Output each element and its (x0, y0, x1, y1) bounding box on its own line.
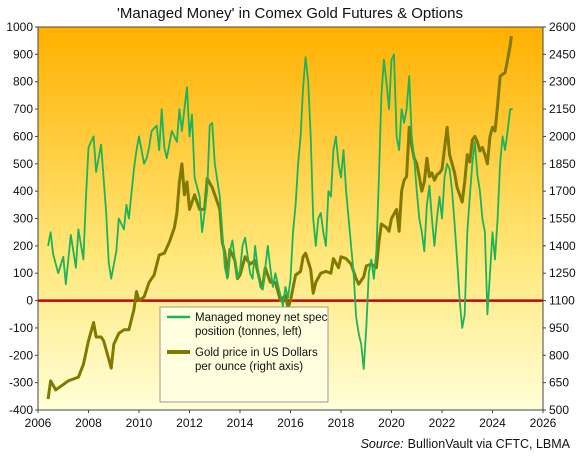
source-text: BullionVault via CFTC, LBMA (408, 437, 571, 451)
right-tick-label: 950 (549, 321, 569, 335)
legend-label-gold-price-line2: per ounce (right axis) (195, 361, 303, 373)
right-tick-label: 2300 (549, 75, 576, 89)
legend: Managed money net spec position (tonnes,… (159, 306, 329, 403)
right-tick-label: 1100 (549, 294, 575, 308)
chart-title: 'Managed Money' in Comex Gold Futures & … (117, 5, 463, 22)
x-tick-label: 2006 (25, 416, 52, 430)
right-tick-label: 800 (549, 348, 569, 362)
series-layer (46, 35, 513, 400)
right-tick-label: 2150 (549, 102, 576, 116)
right-tick-label: 500 (549, 403, 569, 417)
right-tick-label: 2450 (549, 47, 576, 61)
x-tick-label: 2012 (176, 416, 203, 430)
left-tick-label: 0 (26, 294, 33, 308)
left-tick-label: 700 (13, 102, 33, 116)
x-tick-label: 2018 (328, 416, 355, 430)
right-tick-label: 2000 (549, 129, 576, 143)
x-tick-label: 2014 (227, 416, 254, 430)
right-tick-label: 1700 (549, 184, 576, 198)
right-tick-label: 2600 (549, 20, 576, 34)
right-y-axis: 2600 2450 2300 2150 2000 1850 1700 1550 1400 1250… (543, 20, 576, 417)
left-tick-label: 400 (13, 184, 33, 198)
left-y-axis: 10009008007006005004003002001000-100-200… (6, 20, 38, 417)
legend-box (159, 306, 329, 403)
right-tick-label: 1850 (549, 157, 576, 171)
x-tick-label: 2026 (530, 416, 557, 430)
left-tick-label: 900 (13, 47, 33, 61)
legend-label-managed-money-line1: Managed money net spec (195, 312, 328, 324)
left-tick-label: -400 (9, 403, 33, 417)
left-tick-label: -300 (9, 376, 33, 390)
right-tick-label: 1400 (549, 239, 576, 253)
left-tick-label: 600 (13, 129, 33, 143)
gold-price-line (46, 35, 513, 400)
left-tick-label: 300 (13, 212, 33, 226)
x-tick-label: 2022 (429, 416, 456, 430)
x-tick-label: 2024 (479, 416, 506, 430)
legend-label-managed-money-line2: position (tonnes, left) (195, 326, 302, 338)
left-tick-label: 500 (13, 157, 33, 171)
left-tick-label: -200 (9, 348, 33, 362)
x-tick-label: 2008 (75, 416, 102, 430)
right-tick-label: 1550 (549, 212, 576, 226)
left-tick-label: 200 (13, 239, 33, 253)
left-tick-label: 800 (13, 75, 33, 89)
right-tick-label: 650 (549, 376, 569, 390)
x-tick-label: 2016 (277, 416, 304, 430)
managed-money-line (47, 53, 513, 370)
left-tick-label: 100 (13, 266, 33, 280)
legend-label-gold-price-line1: Gold price in US Dollars (195, 347, 318, 359)
source-label: Source: (361, 437, 404, 451)
right-tick-label: 1250 (549, 266, 576, 280)
x-tick-label: 2010 (126, 416, 153, 430)
x-axis: 2006 2008 2010 2012 2014 2016 2018 2020 2022 2024… (25, 410, 557, 430)
x-tick-label: 2020 (378, 416, 405, 430)
source-note: Source: BullionVault via CFTC, LBMA (361, 437, 571, 451)
left-tick-label: -100 (9, 321, 33, 335)
left-tick-label: 1000 (6, 20, 33, 34)
